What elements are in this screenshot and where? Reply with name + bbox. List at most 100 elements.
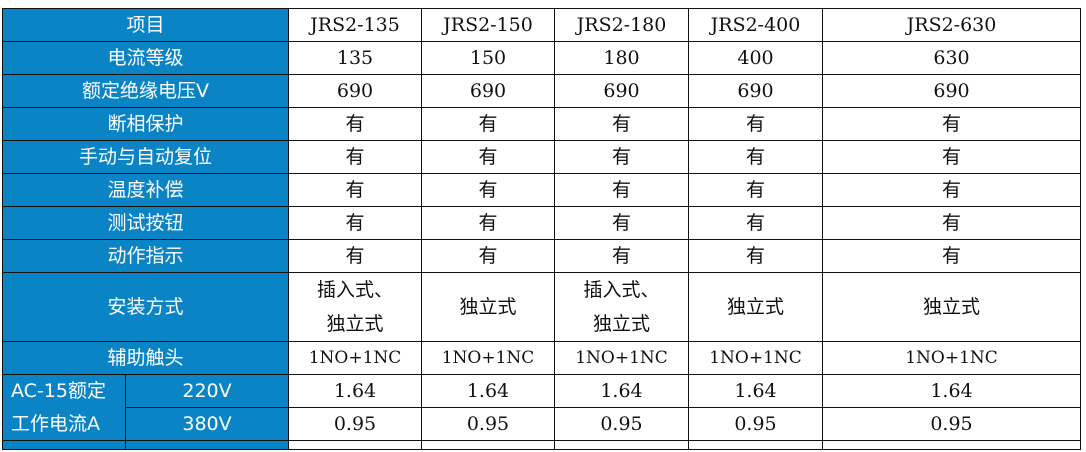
partial-row — [2, 440, 1081, 450]
cell: 1NO+1NC — [421, 341, 555, 375]
cell: 有 — [822, 173, 1081, 207]
cell: 0.95 — [688, 407, 823, 441]
cell — [2, 440, 126, 450]
ac15-row: AC-15额定 220V 1.64 1.64 1.64 1.64 1.64 — [2, 374, 1081, 408]
row-label: 安装方式 — [2, 272, 289, 342]
cell: 有 — [822, 140, 1081, 174]
cell: 1.64 — [688, 374, 823, 408]
cell — [288, 440, 422, 450]
row-label: 温度补偿 — [2, 173, 289, 207]
cell: 0.95 — [822, 407, 1081, 441]
cell-line: 插入式、 — [316, 279, 393, 301]
row-label: 动作指示 — [2, 239, 289, 273]
cell: 135 — [288, 41, 422, 75]
cell: 有 — [421, 140, 555, 174]
table-row: 测试按钮有有有有有 — [2, 206, 1081, 240]
cell: 有 — [822, 107, 1081, 141]
cell: 有 — [288, 239, 422, 273]
cell-line: 独立式 — [592, 313, 650, 335]
cell-line: 独立式 — [726, 296, 784, 318]
cell: 有 — [288, 206, 422, 240]
cell: 690 — [688, 74, 823, 108]
cell: 630 — [822, 41, 1081, 75]
cell: 690 — [554, 74, 689, 108]
cell: 有 — [288, 140, 422, 174]
cell: 有 — [288, 107, 422, 141]
header-label: 项目 — [2, 8, 289, 42]
cell: 有 — [288, 173, 422, 207]
voltage-label: 380V — [125, 407, 289, 441]
cell: 插入式、 独立式 — [554, 272, 689, 342]
model-1: JRS2-150 — [421, 8, 555, 42]
cell: 690 — [288, 74, 422, 108]
ac15-label-line2: 工作电流A — [2, 407, 126, 441]
cell: 1NO+1NC — [288, 341, 422, 375]
cell-line: 插入式、 — [583, 279, 660, 301]
ac15-label-line1: AC-15额定 — [2, 374, 126, 408]
cell — [688, 440, 823, 450]
row-label: 额定绝缘电压V — [2, 74, 289, 108]
model-2: JRS2-180 — [554, 8, 689, 42]
model-0: JRS2-135 — [288, 8, 422, 42]
cell: 1NO+1NC — [822, 341, 1081, 375]
cell: 有 — [554, 239, 689, 273]
cell: 独立式 — [822, 272, 1081, 342]
cell: 插入式、 独立式 — [288, 272, 422, 342]
cell: 0.95 — [288, 407, 422, 441]
cell: 有 — [421, 107, 555, 141]
cell: 400 — [688, 41, 823, 75]
install-row: 安装方式 插入式、 独立式 独立式 插入式、 独立式 独立式 独立式 — [2, 272, 1081, 342]
table-row: 温度补偿有有有有有 — [2, 173, 1081, 207]
cell: 1.64 — [554, 374, 689, 408]
cell: 1NO+1NC — [688, 341, 823, 375]
row-label: 断相保护 — [2, 107, 289, 141]
cell: 1.64 — [822, 374, 1081, 408]
cell — [421, 440, 555, 450]
cell: 180 — [554, 41, 689, 75]
cell: 有 — [688, 140, 823, 174]
cell: 有 — [421, 173, 555, 207]
model-4: JRS2-630 — [822, 8, 1081, 42]
cell: 有 — [688, 173, 823, 207]
aux-row: 辅助触头 1NO+1NC 1NO+1NC 1NO+1NC 1NO+1NC 1NO+1NC — [2, 341, 1081, 375]
table-row: 断相保护有有有有有 — [2, 107, 1081, 141]
cell-line: 独立式 — [922, 296, 980, 318]
row-label: 辅助触头 — [2, 341, 289, 375]
cell-line: 独立式 — [459, 296, 517, 318]
row-label: 电流等级 — [2, 41, 289, 75]
cell: 0.95 — [421, 407, 555, 441]
table-row: 额定绝缘电压V 690 690 690 690 690 — [2, 74, 1081, 108]
cell: 独立式 — [688, 272, 823, 342]
cell: 有 — [688, 107, 823, 141]
table-row: 电流等级 135 150 180 400 630 — [2, 41, 1081, 75]
table-row: 手动与自动复位有有有有有 — [2, 140, 1081, 174]
row-label: 测试按钮 — [2, 206, 289, 240]
cell: 独立式 — [421, 272, 555, 342]
cell — [554, 440, 689, 450]
cell — [125, 440, 289, 450]
cell: 690 — [822, 74, 1081, 108]
model-3: JRS2-400 — [688, 8, 823, 42]
voltage-label: 220V — [125, 374, 289, 408]
cell: 1.64 — [421, 374, 555, 408]
row-label: 手动与自动复位 — [2, 140, 289, 174]
cell: 有 — [421, 206, 555, 240]
cell: 有 — [554, 107, 689, 141]
cell — [822, 440, 1081, 450]
cell: 1NO+1NC — [554, 341, 689, 375]
cell: 有 — [688, 239, 823, 273]
cell: 有 — [421, 239, 555, 273]
header-row: 项目 JRS2-135 JRS2-150 JRS2-180 JRS2-400 J… — [2, 8, 1081, 42]
spec-table: 项目 JRS2-135 JRS2-150 JRS2-180 JRS2-400 J… — [2, 8, 1081, 450]
cell: 有 — [554, 173, 689, 207]
cell: 0.95 — [554, 407, 689, 441]
cell: 有 — [554, 140, 689, 174]
table-row: 动作指示有有有有有 — [2, 239, 1081, 273]
cell: 有 — [688, 206, 823, 240]
cell: 1.64 — [288, 374, 422, 408]
cell: 有 — [554, 206, 689, 240]
cell: 有 — [822, 239, 1081, 273]
cell-line: 独立式 — [326, 313, 384, 335]
cell: 150 — [421, 41, 555, 75]
cell: 有 — [822, 206, 1081, 240]
